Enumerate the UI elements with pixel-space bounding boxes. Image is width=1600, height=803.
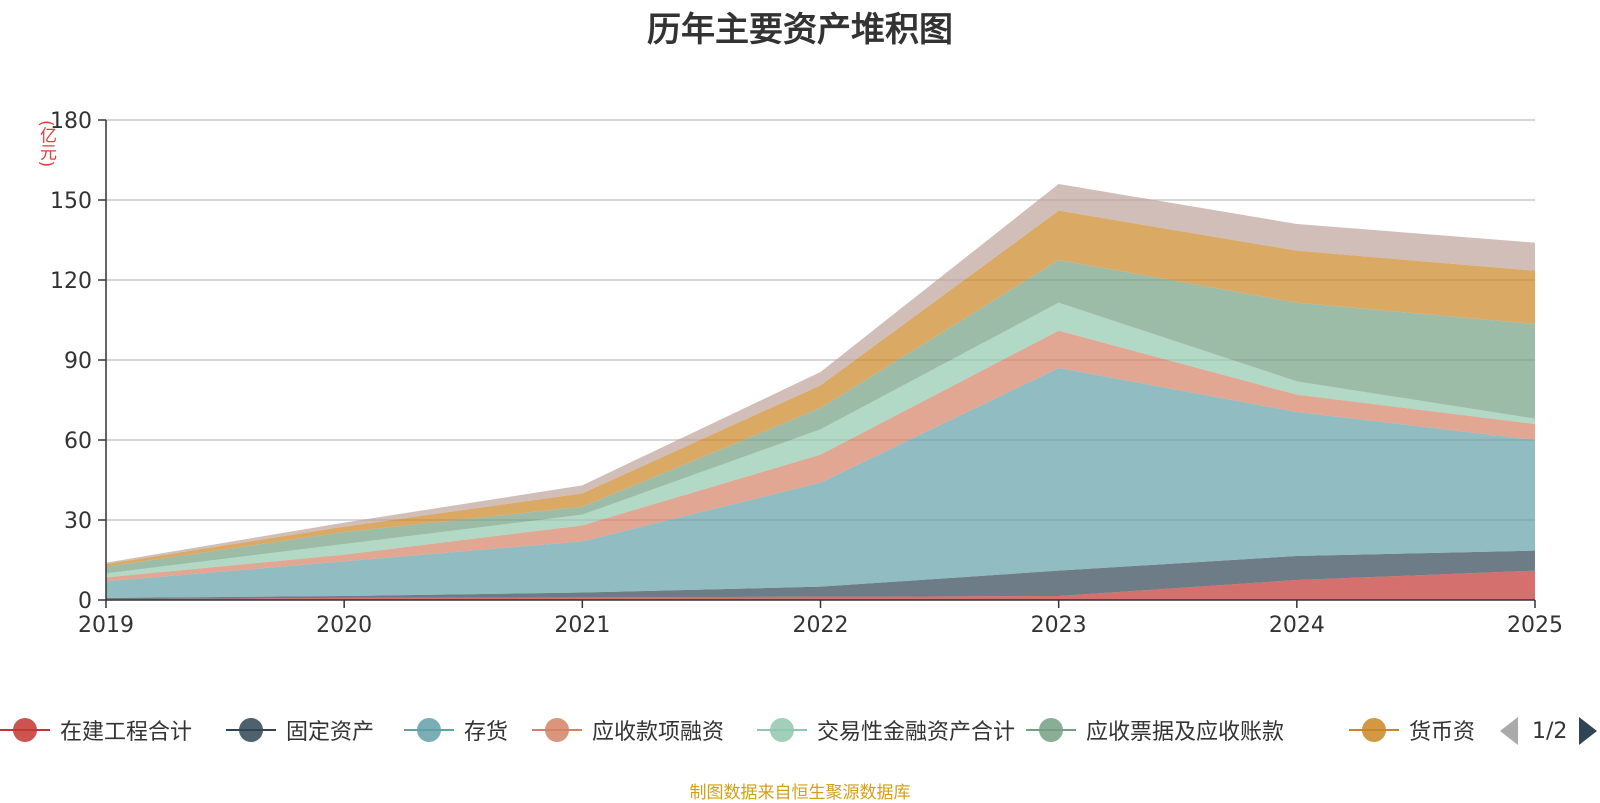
legend-marker-icon: [532, 712, 582, 748]
area-series-1: [106, 570, 1535, 600]
pager-next-icon[interactable]: [1579, 717, 1598, 745]
legend-marker-icon: [1026, 712, 1076, 748]
legend-label: 交易性金融资产合计: [817, 720, 1016, 745]
legend-item[interactable]: 存货: [404, 712, 508, 748]
y-tick-label: 90: [64, 349, 92, 374]
legend-item[interactable]: 应收款项融资: [532, 712, 724, 748]
y-tick-label: 0: [78, 589, 92, 614]
legend-label: 应收票据及应收账款: [1086, 720, 1285, 745]
series-areas: [106, 184, 1535, 600]
area-series-4: [106, 330, 1535, 582]
area-series-8: [106, 184, 1535, 564]
legend-marker-dot: [1039, 718, 1063, 742]
y-tick-label: 150: [50, 189, 92, 214]
area-series-3: [106, 368, 1535, 598]
axes: 0 30 60 90 120 150 180 2019 2020 2021 2022 2023 2024…: [50, 109, 1563, 638]
x-tick-label: 2021: [554, 613, 610, 638]
x-tick-label: 2025: [1507, 613, 1563, 638]
y-tick-label: 120: [50, 269, 92, 294]
legend-label: 应收款项融资: [592, 720, 725, 745]
legend-marker-dot: [417, 718, 441, 742]
legend-item[interactable]: 在建工程合计: [0, 712, 192, 748]
legend-item[interactable]: 固定资产: [226, 712, 374, 748]
area-series-5: [106, 302, 1535, 578]
legend-marker-icon: [757, 712, 807, 748]
legend-marker-icon: [0, 712, 50, 748]
legend-marker-icon: [1349, 712, 1399, 748]
x-tick-label: 2022: [793, 613, 849, 638]
legend-label: 固定资产: [286, 720, 375, 745]
y-axis-unit-label: (亿元): [36, 120, 56, 168]
pager-prev-icon[interactable]: [1500, 717, 1518, 745]
legend-pager: 1/2: [1500, 716, 1598, 746]
legend: 在建工程合计 固定资产 存货 应收款项融资 交易性金融资产合计 应收票据及应收账款 货币资: [0, 712, 1600, 748]
x-tick-label: 2024: [1269, 613, 1325, 638]
y-tick-label: 60: [64, 429, 92, 454]
legend-label: 在建工程合计: [60, 720, 193, 745]
legend-marker-dot: [1362, 718, 1386, 742]
chart-title: 历年主要资产堆积图: [647, 10, 953, 50]
area-series-2: [106, 550, 1535, 600]
legend-item[interactable]: 应收票据及应收账款: [1026, 712, 1284, 748]
legend-marker-icon: [404, 712, 454, 748]
x-tick-label: 2023: [1031, 613, 1087, 638]
legend-label: 存货: [464, 720, 509, 745]
legend-marker-dot: [770, 718, 794, 742]
legend-marker-dot: [545, 718, 569, 742]
legend-marker-dot: [239, 718, 263, 742]
x-tick-label: 2019: [78, 613, 134, 638]
legend-marker-icon: [226, 712, 276, 748]
area-series-6: [106, 260, 1535, 574]
pager-text: 1/2: [1532, 718, 1568, 744]
legend-item[interactable]: 货币资: [1349, 712, 1475, 748]
legend-marker-dot: [13, 718, 37, 742]
x-tick-label: 2020: [316, 613, 372, 638]
legend-label: 货币资: [1409, 720, 1476, 745]
area-series-7: [106, 210, 1535, 567]
legend-item[interactable]: 交易性金融资产合计: [757, 712, 1015, 748]
y-tick-label: 180: [50, 109, 92, 134]
y-tick-label: 30: [64, 509, 92, 534]
source-note: 制图数据来自恒生聚源数据库: [689, 783, 911, 803]
